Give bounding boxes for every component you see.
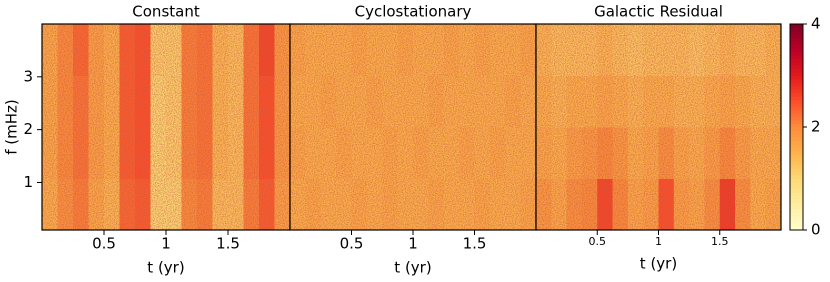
- colorbar-step: [790, 157, 803, 162]
- colorbar-step: [790, 154, 803, 159]
- colorbar-step: [790, 212, 803, 217]
- colorbar-step: [790, 34, 803, 39]
- colorbar-step: [790, 151, 803, 155]
- colorbar-step: [790, 133, 803, 138]
- colorbar-step: [790, 144, 803, 149]
- colorbar-step: [790, 161, 803, 166]
- panel-title: Cyclostationary: [355, 3, 472, 21]
- colorbar-step: [790, 147, 803, 152]
- x-axis-label: t (yr): [394, 259, 431, 277]
- y-tick-label: 3: [23, 67, 33, 85]
- panel-title: Constant: [132, 3, 200, 21]
- colorbar-step: [790, 178, 803, 183]
- colorbar-step: [790, 164, 803, 169]
- colorbar-step: [790, 185, 803, 190]
- colorbar-step: [790, 92, 803, 97]
- colorbar-step: [790, 30, 803, 35]
- x-tick-label: 1.5: [711, 235, 729, 248]
- colorbar-step: [790, 209, 803, 214]
- y-tick-label: 2: [23, 120, 33, 138]
- colorbar-step: [790, 54, 803, 59]
- colorbar-step: [790, 219, 803, 224]
- x-tick-label: 1: [655, 235, 662, 248]
- colorbar-step: [790, 75, 803, 80]
- noise-texture: [42, 24, 290, 230]
- colorbar-step: [790, 96, 803, 101]
- x-tick-label: 1: [408, 235, 418, 253]
- colorbar-step: [790, 113, 803, 118]
- colorbar-step: [790, 168, 803, 173]
- colorbar-step: [790, 109, 803, 114]
- colorbar-step: [790, 106, 803, 111]
- y-axis-label: f (mHz): [3, 99, 21, 155]
- colorbar-step: [790, 116, 803, 121]
- colorbar-step: [790, 195, 803, 200]
- x-tick-label: 1.5: [463, 235, 487, 253]
- colorbar-tick-label: 4: [811, 15, 821, 33]
- colorbar-step: [790, 82, 803, 87]
- x-tick-label: 0.5: [340, 235, 364, 253]
- x-axis-label: t (yr): [147, 259, 184, 277]
- panel-title: Galactic Residual: [594, 3, 723, 21]
- colorbar-step: [790, 61, 803, 66]
- noise-texture: [290, 24, 536, 230]
- colorbar-step: [790, 58, 803, 63]
- x-tick-label: 0.5: [92, 235, 116, 253]
- colorbar-step: [790, 102, 803, 107]
- colorbar-step: [790, 199, 803, 204]
- colorbar-step: [790, 27, 803, 32]
- colorbar-step: [790, 99, 803, 104]
- colorbar-step: [790, 78, 803, 83]
- colorbar-step: [790, 223, 803, 228]
- colorbar-step: [790, 127, 803, 131]
- colorbar-step: [790, 181, 803, 186]
- x-tick-label: 1: [161, 235, 171, 253]
- colorbar-step: [790, 226, 803, 231]
- colorbar-step: [790, 202, 803, 207]
- colorbar-step: [790, 130, 803, 135]
- colorbar-step: [790, 37, 803, 42]
- colorbar-step: [790, 192, 803, 197]
- y-tick-label: 1: [23, 173, 33, 191]
- colorbar-tick-label: 0: [811, 221, 821, 239]
- colorbar-step: [790, 68, 803, 73]
- colorbar-step: [790, 205, 803, 210]
- x-tick-label: 0.5: [589, 235, 607, 248]
- colorbar-tick-label: 2: [811, 118, 821, 136]
- colorbar-step: [790, 41, 803, 46]
- colorbar-step: [790, 140, 803, 145]
- x-tick-label: 1.5: [216, 235, 240, 253]
- colorbar-step: [790, 188, 803, 193]
- colorbar-step: [790, 171, 803, 176]
- colorbar-step: [790, 123, 803, 128]
- colorbar-step: [790, 44, 803, 49]
- x-axis-label: t (yr): [640, 255, 677, 273]
- colorbar-step: [790, 24, 803, 28]
- colorbar-step: [790, 72, 803, 76]
- colorbar-step: [790, 120, 803, 125]
- colorbar-step: [790, 216, 803, 221]
- colorbar-step: [790, 65, 803, 70]
- colorbar-step: [790, 51, 803, 56]
- colorbar-step: [790, 48, 803, 52]
- colorbar-step: [790, 175, 803, 179]
- colorbar-step: [790, 85, 803, 90]
- colorbar-step: [790, 137, 803, 142]
- colorbar-step: [790, 89, 803, 94]
- noise-texture: [536, 24, 781, 230]
